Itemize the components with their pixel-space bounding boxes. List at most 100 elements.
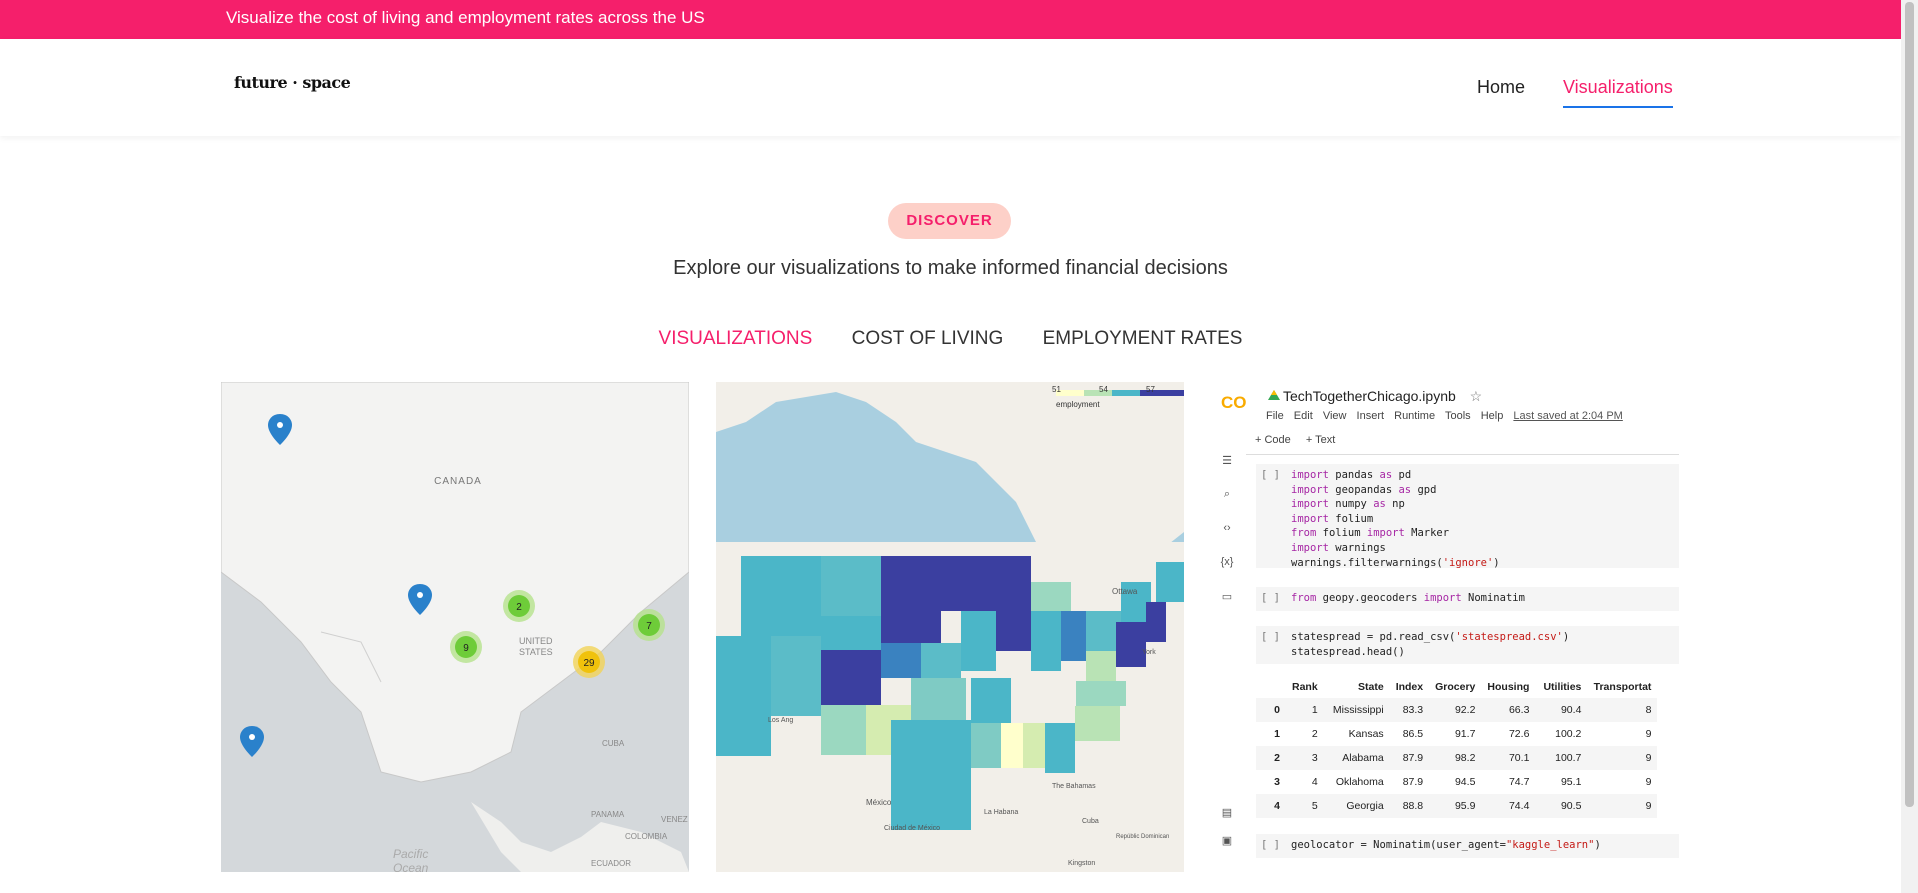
choropleth-map-card[interactable]: 51 54 57 employment Ottawa York Los Ang … bbox=[716, 382, 1184, 872]
marker-map-card[interactable]: CANADA UNITED STATES CUBA PANAMA VENEZ C… bbox=[221, 382, 689, 872]
toolbar-divider bbox=[1246, 454, 1679, 455]
place-york: York bbox=[1142, 649, 1156, 656]
folder-icon[interactable]: ▭ bbox=[1221, 591, 1233, 603]
svg-text:9: 9 bbox=[463, 643, 469, 654]
column-header: State bbox=[1358, 680, 1384, 693]
colab-logo-icon: CO bbox=[1221, 393, 1247, 412]
nav-visualizations-link[interactable]: Visualizations bbox=[1563, 77, 1673, 108]
cell-run-bracket[interactable]: [ ] bbox=[1261, 631, 1280, 643]
svg-text:CO: CO bbox=[1221, 393, 1247, 412]
search-icon[interactable]: ⌕ bbox=[1223, 488, 1231, 500]
discover-badge: DISCOVER bbox=[888, 203, 1011, 239]
star-icon[interactable]: ☆ bbox=[1469, 388, 1483, 404]
nav-home-link[interactable]: Home bbox=[1477, 77, 1526, 97]
place-la-habana: La Habana bbox=[984, 809, 1018, 816]
tab-employment-rates[interactable]: EMPLOYMENT RATES bbox=[1042, 328, 1243, 349]
add-code-button[interactable]: + Code bbox=[1255, 434, 1291, 446]
column-header: Index bbox=[1395, 680, 1424, 693]
legend-tick: 51 bbox=[1052, 385, 1061, 394]
table-row: 3 4 Oklahoma 87.9 94.5 74.7 95.1 9 bbox=[1274, 776, 1652, 788]
banner-text: Visualize the cost of living and employm… bbox=[226, 8, 705, 27]
svg-text:29: 29 bbox=[583, 658, 595, 669]
add-text-button[interactable]: + Text bbox=[1305, 434, 1336, 446]
toc-icon[interactable]: ☰ bbox=[1222, 455, 1232, 467]
place-ciudad: Ciudad de México bbox=[884, 825, 940, 832]
map-label-pacific: Pacific bbox=[393, 847, 428, 861]
us-states bbox=[716, 556, 1184, 830]
marker-map: CANADA UNITED STATES CUBA PANAMA VENEZ C… bbox=[221, 382, 689, 872]
place-cuba: Cuba bbox=[1082, 818, 1099, 825]
table-row: 2 3 Alabama 87.9 98.2 70.1 100.7 9 bbox=[1256, 746, 1658, 770]
section-subtitle: Explore our visualizations to make infor… bbox=[673, 257, 1228, 279]
map-label-colombia: COLOMBIA bbox=[625, 832, 668, 841]
site-header: future · space Home Visualizations bbox=[0, 39, 1901, 136]
svg-text:2: 2 bbox=[516, 602, 522, 613]
notebook-card[interactable]: CO TechTogetherChicago.ipynb ☆ File Edit… bbox=[1211, 382, 1679, 872]
map-pin-icon[interactable] bbox=[240, 726, 264, 757]
dataframe-output: Rank State Index Grocery Housing Utiliti… bbox=[1256, 675, 1679, 818]
terminal-icon[interactable]: ▣ bbox=[1221, 835, 1233, 847]
column-header: Rank bbox=[1292, 680, 1318, 693]
menu-help[interactable]: Help bbox=[1480, 410, 1504, 422]
notebook-toolbar: + Code + Text bbox=[1255, 434, 1347, 446]
column-header: Utilities bbox=[1543, 680, 1582, 693]
map-label-ecuador: ECUADOR bbox=[591, 859, 631, 868]
map-label-canada: CANADA bbox=[434, 476, 482, 487]
map-pin-icon[interactable] bbox=[408, 584, 432, 615]
notebook-title[interactable]: TechTogetherChicago.ipynb ☆ bbox=[1283, 388, 1482, 405]
code-cell-geopy[interactable]: [ ] from geopy.geocoders import Nominatim bbox=[1256, 587, 1679, 611]
code-cell-read-csv[interactable]: [ ] statespread = pd.read_csv('statesprea… bbox=[1256, 626, 1679, 664]
place-kingston: Kingston bbox=[1068, 860, 1095, 867]
table-header-row: Rank State Index Grocery Housing Utiliti… bbox=[1256, 675, 1657, 698]
tab-visualizations[interactable]: VISUALIZATIONS bbox=[658, 328, 813, 349]
menu-insert[interactable]: Insert bbox=[1356, 410, 1385, 422]
filter-tabs: VISUALIZATIONS COST OF LIVING EMPLOYMENT… bbox=[0, 328, 1901, 350]
map-label-panama: PANAMA bbox=[591, 810, 625, 819]
notebook-menu: File Edit View Insert Runtime Tools Help… bbox=[1266, 410, 1630, 422]
table-row: 4 5 Georgia 88.8 95.9 74.4 90.5 9 bbox=[1256, 794, 1658, 818]
place-los-angeles: Los Ang bbox=[768, 717, 793, 724]
column-header: Grocery bbox=[1435, 680, 1476, 693]
column-header: Transportat bbox=[1593, 680, 1652, 693]
cell-run-bracket[interactable]: [ ] bbox=[1261, 469, 1280, 481]
cluster-marker[interactable]: 7 bbox=[633, 609, 665, 641]
scrollbar-thumb[interactable] bbox=[1905, 2, 1914, 807]
menu-runtime[interactable]: Runtime bbox=[1394, 410, 1436, 422]
code-cell-imports[interactable]: [ ] import pandas as pd import geopandas … bbox=[1256, 464, 1679, 569]
place-republica: Repúblic Dominican bbox=[1116, 834, 1169, 840]
comments-icon[interactable]: ▤ bbox=[1221, 807, 1233, 819]
brand-logo[interactable]: future · space bbox=[234, 73, 351, 92]
tab-cost-of-living[interactable]: COST OF LIVING bbox=[851, 328, 1004, 349]
top-banner: Visualize the cost of living and employm… bbox=[0, 0, 1901, 39]
variables-icon[interactable]: {x} bbox=[1220, 556, 1234, 568]
legend-tick: 57 bbox=[1146, 385, 1155, 394]
table-row: 0 1 Mississippi 83.3 92.2 66.3 90.4 8 bbox=[1256, 698, 1658, 722]
drive-icon bbox=[1268, 390, 1280, 400]
map-label-venez: VENEZ bbox=[661, 815, 688, 824]
menu-edit[interactable]: Edit bbox=[1293, 410, 1313, 422]
menu-view[interactable]: View bbox=[1322, 410, 1347, 422]
map-label-united: UNITED bbox=[519, 636, 553, 646]
last-saved-link[interactable]: Last saved at 2:04 PM bbox=[1513, 410, 1623, 422]
place-mexico: México bbox=[866, 798, 892, 807]
notebook-title-text: TechTogetherChicago.ipynb bbox=[1283, 388, 1456, 404]
legend-tick: 54 bbox=[1099, 385, 1108, 394]
place-ottawa: Ottawa bbox=[1112, 587, 1138, 596]
map-pin-icon[interactable] bbox=[268, 414, 292, 445]
column-header: Housing bbox=[1487, 680, 1530, 693]
code-cell-geolocator[interactable]: [ ] geolocator = Nominatim(user_agent="ka… bbox=[1256, 834, 1679, 858]
legend-caption: employment bbox=[1056, 400, 1100, 409]
map-label-ocean: Ocean bbox=[393, 861, 429, 872]
cell-run-bracket[interactable]: [ ] bbox=[1261, 839, 1280, 851]
menu-tools[interactable]: Tools bbox=[1444, 410, 1471, 422]
cluster-marker[interactable]: 2 bbox=[503, 590, 535, 622]
cell-run-bracket[interactable]: [ ] bbox=[1261, 592, 1280, 604]
code-snippets-icon[interactable]: ‹› bbox=[1223, 522, 1231, 534]
place-bahamas: The Bahamas bbox=[1052, 783, 1096, 790]
menu-file[interactable]: File bbox=[1266, 410, 1284, 422]
dataframe-table: Rank State Index Grocery Housing Utiliti… bbox=[1256, 675, 1658, 818]
map-label-states: STATES bbox=[519, 647, 553, 657]
cluster-marker[interactable]: 29 bbox=[573, 646, 605, 678]
cluster-marker[interactable]: 9 bbox=[450, 631, 482, 663]
column-header bbox=[1256, 675, 1286, 698]
